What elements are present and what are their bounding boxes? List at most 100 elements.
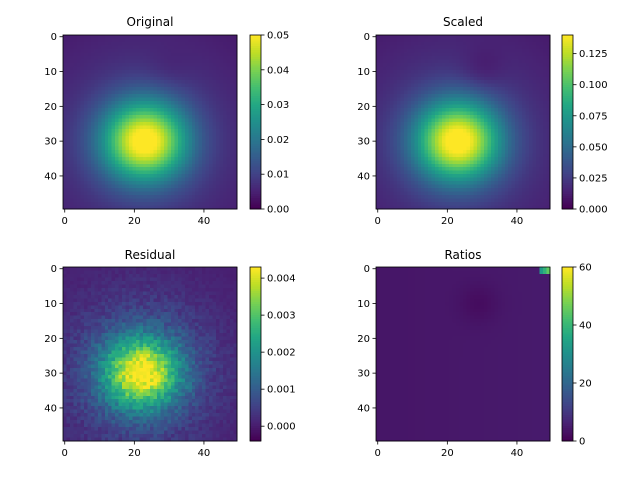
heatmap-cell bbox=[543, 170, 548, 175]
heatmap-cell bbox=[469, 41, 474, 46]
heatmap-cell bbox=[421, 87, 426, 92]
heatmap-cell bbox=[543, 52, 548, 57]
heatmap-cell bbox=[487, 41, 492, 46]
heatmap-cell bbox=[469, 118, 474, 123]
heatmap-cell bbox=[66, 125, 71, 130]
heatmap-cell bbox=[97, 167, 102, 172]
heatmap-cell bbox=[529, 48, 534, 53]
heatmap-cell bbox=[216, 59, 221, 64]
heatmap-cell bbox=[424, 135, 429, 140]
heatmap-cell bbox=[191, 94, 196, 99]
heatmap-cell bbox=[226, 142, 231, 147]
heatmap-cell bbox=[170, 139, 175, 144]
heatmap-cell bbox=[101, 191, 106, 196]
heatmap-cell bbox=[376, 142, 380, 147]
heatmap-cell bbox=[529, 156, 534, 161]
heatmap-cell bbox=[382, 101, 387, 106]
heatmap-cell bbox=[108, 128, 113, 133]
heatmap-cell bbox=[393, 87, 398, 92]
colorbar-segment bbox=[250, 161, 261, 164]
heatmap-cell bbox=[188, 170, 193, 175]
heatmap-cell bbox=[163, 174, 168, 179]
heatmap-cell bbox=[230, 188, 235, 193]
heatmap-cell bbox=[87, 90, 92, 95]
heatmap-cell bbox=[463, 35, 467, 39]
heatmap-cell bbox=[195, 111, 200, 116]
heatmap-cell bbox=[431, 45, 436, 50]
heatmap-cell bbox=[143, 38, 148, 43]
heatmap-cell bbox=[195, 69, 200, 74]
heatmap-cell bbox=[101, 108, 106, 113]
heatmap-cell bbox=[487, 160, 492, 165]
heatmap-cell bbox=[202, 191, 207, 196]
heatmap-cell bbox=[191, 174, 196, 179]
heatmap-cell bbox=[90, 167, 95, 172]
heatmap-cell bbox=[80, 149, 85, 154]
heatmap-cell bbox=[511, 170, 516, 175]
colorbar-segment bbox=[250, 117, 261, 121]
heatmap-cell bbox=[456, 125, 461, 130]
heatmap-cell bbox=[223, 163, 228, 168]
heatmap-cell bbox=[379, 167, 384, 172]
heatmap-cell bbox=[543, 146, 548, 151]
heatmap-cell bbox=[191, 66, 196, 71]
heatmap-cell bbox=[410, 132, 415, 137]
heatmap-cell bbox=[83, 69, 88, 74]
heatmap-cell bbox=[209, 163, 214, 168]
heatmap-cell bbox=[403, 111, 408, 116]
heatmap-cell bbox=[143, 163, 148, 168]
heatmap-cell bbox=[452, 108, 457, 113]
heatmap-cell bbox=[490, 48, 495, 53]
heatmap-cell bbox=[209, 139, 214, 144]
heatmap-cell bbox=[400, 135, 405, 140]
heatmap-cell bbox=[459, 48, 464, 53]
heatmap-cell bbox=[219, 62, 224, 67]
heatmap-cell bbox=[487, 163, 492, 168]
heatmap-cell bbox=[160, 90, 165, 95]
heatmap-cell bbox=[386, 174, 391, 179]
colorbar-segment bbox=[250, 128, 261, 132]
heatmap-cell bbox=[122, 101, 127, 106]
heatmap-cell bbox=[414, 83, 419, 88]
heatmap-cell bbox=[191, 52, 196, 57]
heatmap-cell bbox=[136, 62, 141, 67]
heatmap-cell bbox=[445, 163, 450, 168]
heatmap-cell bbox=[195, 97, 200, 102]
heatmap-cell bbox=[376, 97, 380, 102]
heatmap-cell bbox=[118, 94, 123, 99]
heatmap-cell bbox=[421, 35, 426, 39]
heatmap-cell bbox=[150, 163, 154, 168]
heatmap-cell bbox=[181, 184, 186, 189]
heatmap-cell bbox=[153, 177, 158, 182]
heatmap-cell bbox=[393, 38, 398, 43]
heatmap-cell bbox=[459, 90, 464, 95]
heatmap-cell bbox=[442, 170, 447, 175]
heatmap-cell bbox=[480, 177, 485, 182]
heatmap-cell bbox=[379, 94, 384, 99]
heatmap-cell bbox=[111, 59, 116, 64]
heatmap-cell bbox=[146, 139, 151, 144]
heatmap-cell bbox=[490, 38, 495, 43]
heatmap-cell bbox=[223, 101, 228, 106]
heatmap-cell bbox=[522, 184, 527, 189]
heatmap-cell bbox=[122, 52, 127, 57]
heatmap-cell bbox=[129, 35, 134, 39]
heatmap-cell bbox=[396, 94, 401, 99]
heatmap-cell bbox=[494, 135, 499, 140]
heatmap-cell bbox=[63, 104, 67, 109]
heatmap-cell bbox=[501, 156, 506, 161]
heatmap-cell bbox=[181, 87, 186, 92]
heatmap-cell bbox=[108, 76, 113, 81]
heatmap-cell bbox=[209, 59, 214, 64]
heatmap-cell bbox=[202, 35, 207, 39]
heatmap-cell bbox=[63, 135, 67, 140]
heatmap-cell bbox=[195, 184, 200, 189]
heatmap-cell bbox=[428, 135, 433, 140]
heatmap-cell bbox=[376, 198, 380, 203]
heatmap-cell bbox=[143, 198, 148, 203]
heatmap-cell bbox=[403, 108, 408, 113]
heatmap-cell bbox=[132, 122, 137, 126]
heatmap-cell bbox=[205, 181, 210, 186]
heatmap-cell bbox=[198, 142, 203, 147]
heatmap-cell bbox=[129, 160, 134, 165]
